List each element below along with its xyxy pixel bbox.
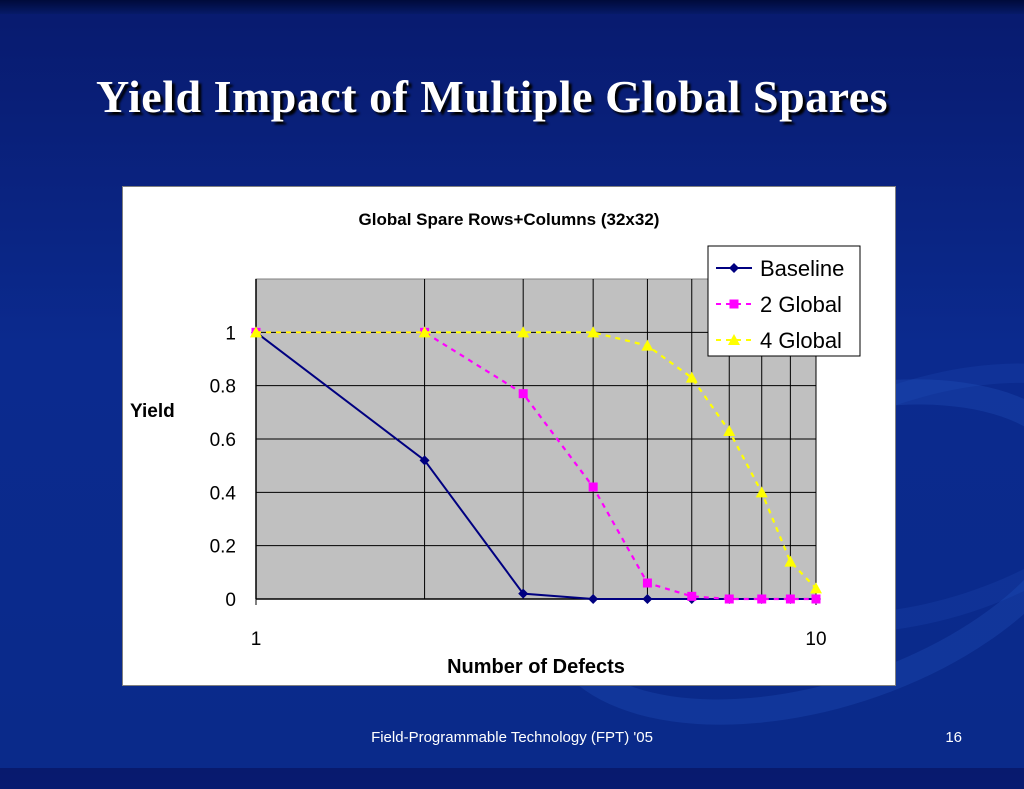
chart-container: Global Spare Rows+Columns (32x32) 0 0.2 0.… <box>122 186 896 686</box>
data-point-4-global <box>587 326 600 338</box>
legend-label-baseline: Baseline <box>760 256 844 281</box>
line-chart: Global Spare Rows+Columns (32x32) 0 0.2 0.… <box>130 210 861 678</box>
data-point-2-global <box>785 594 795 604</box>
data-point-4-global <box>418 326 431 338</box>
data-point-4-global <box>250 326 262 338</box>
x-axis-label: Number of Defects <box>447 656 625 678</box>
x-tick-label: 1 <box>251 629 262 650</box>
y-tick-label: 0.6 <box>210 430 236 451</box>
slide-title: Yield Impact of Multiple Global Spares <box>96 71 889 122</box>
data-point-4-global <box>517 326 530 338</box>
data-point-4-global <box>784 555 797 567</box>
legend-marker-2-global <box>729 299 739 309</box>
y-tick-label: 1 <box>225 323 236 344</box>
data-point-baseline <box>588 594 599 604</box>
y-tick-label: 0 <box>225 590 236 611</box>
data-point-4-global <box>810 582 822 594</box>
data-point-baseline <box>419 455 430 466</box>
slide-footer: Field-Programmable Technology (FPT) '05 <box>371 729 653 746</box>
y-tick-label: 0.8 <box>210 377 236 398</box>
data-point-2-global <box>687 591 697 601</box>
chart-title: Global Spare Rows+Columns (32x32) <box>359 210 660 229</box>
data-point-4-global <box>755 486 768 498</box>
data-point-2-global <box>518 389 528 399</box>
data-point-2-global <box>811 594 821 604</box>
legend-label-2-global: 2 Global <box>760 292 842 317</box>
data-point-2-global <box>757 594 767 604</box>
data-point-4-global <box>641 339 654 351</box>
y-tick-label: 0.2 <box>210 537 236 558</box>
data-point-2-global <box>588 482 598 492</box>
legend: Baseline 2 Global 4 Global <box>707 245 861 357</box>
x-tick-label: 10 <box>805 629 826 650</box>
data-point-2-global <box>642 578 652 588</box>
data-point-4-global <box>723 425 736 436</box>
y-tick-label: 0.4 <box>210 483 237 504</box>
data-point-baseline <box>642 594 653 604</box>
data-point-4-global <box>685 371 698 383</box>
legend-marker-baseline <box>729 263 739 273</box>
page-number: 16 <box>945 729 962 746</box>
data-point-baseline <box>518 588 529 599</box>
series-line-2-global <box>256 331 816 601</box>
top-band <box>0 0 1024 14</box>
legend-label-4-global: 4 Global <box>760 328 842 353</box>
y-axis-label: Yield <box>130 401 175 422</box>
legend-marker-4-global <box>728 334 740 345</box>
series-line-4-global <box>256 331 817 590</box>
data-point-2-global <box>724 594 734 604</box>
